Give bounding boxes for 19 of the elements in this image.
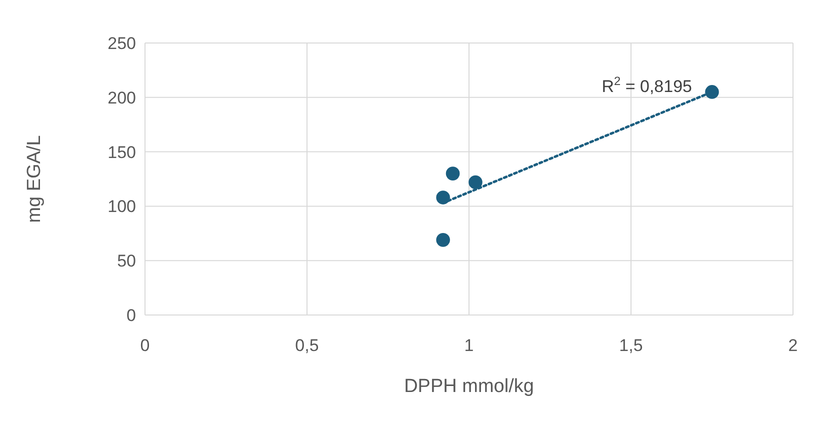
x-tick-label: 1 xyxy=(464,336,474,355)
x-tick-label: 2 xyxy=(788,336,798,355)
point xyxy=(436,190,450,204)
y-tick-label: 50 xyxy=(117,252,136,271)
y-tick-label: 100 xyxy=(108,197,136,216)
y-tick-label: 0 xyxy=(126,306,136,325)
x-tick-label: 0 xyxy=(140,336,150,355)
y-tick-label: 150 xyxy=(108,142,136,162)
annotation: R$^{2}$ = 0,8195 xyxy=(602,74,692,96)
y-axis-title: mg EGA/L xyxy=(24,135,45,223)
x-tick-label: 0,5 xyxy=(295,336,319,355)
x-tick-label: 1,5 xyxy=(619,336,643,355)
point xyxy=(446,166,460,180)
y-tick-label: 200 xyxy=(108,88,136,108)
y-tick-label: 250 xyxy=(108,34,136,53)
point xyxy=(468,175,482,190)
point xyxy=(705,85,719,99)
x-axis-title: DPPH mmol/kg xyxy=(404,376,534,397)
point xyxy=(436,233,450,247)
